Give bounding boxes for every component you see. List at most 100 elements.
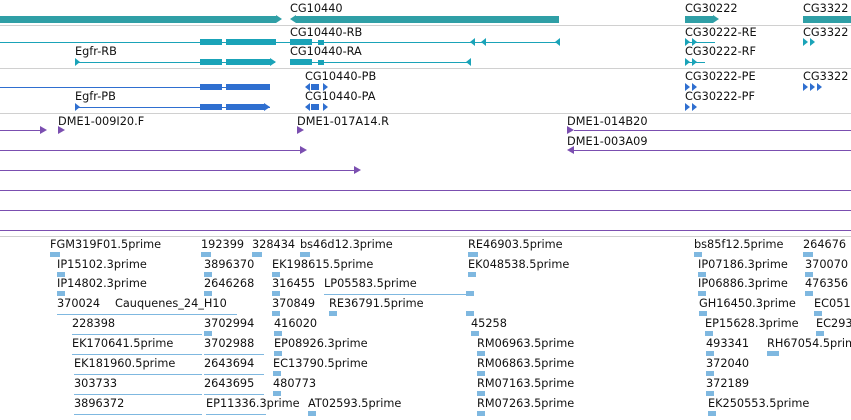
- transcript-label[interactable]: Egfr-PB: [75, 90, 116, 103]
- clone-line[interactable]: [0, 190, 851, 191]
- gene-label[interactable]: CG30222: [685, 2, 738, 15]
- exon[interactable]: [226, 59, 270, 65]
- est-label[interactable]: 3702994: [204, 317, 255, 330]
- clone-label[interactable]: DME1-003A09: [567, 135, 648, 148]
- gene-label[interactable]: CG3322: [803, 2, 849, 15]
- gene-bar[interactable]: [685, 16, 713, 23]
- est-line[interactable]: [57, 314, 237, 315]
- transcript-label[interactable]: CG10440-RB: [290, 26, 363, 39]
- transcript-label[interactable]: CG30222-RE: [685, 26, 757, 39]
- clone-line[interactable]: [0, 130, 40, 131]
- exon[interactable]: [311, 84, 319, 90]
- est-label[interactable]: 3896370: [204, 258, 255, 271]
- est-label[interactable]: 2643694: [204, 357, 255, 370]
- est-feature[interactable]: [706, 351, 714, 356]
- est-label[interactable]: EK170641.5prime: [72, 337, 174, 350]
- est-label[interactable]: EK048538.5prime: [468, 258, 570, 271]
- est-line[interactable]: [72, 334, 202, 335]
- est-feature[interactable]: [705, 331, 713, 336]
- est-label[interactable]: EC13790.5prime: [273, 357, 368, 370]
- est-feature[interactable]: [204, 291, 212, 296]
- est-feature[interactable]: [300, 252, 310, 257]
- transcript-label[interactable]: Egfr-RB: [75, 45, 117, 58]
- transcript-label[interactable]: CG30222-PE: [685, 70, 756, 83]
- est-label[interactable]: EK250553.5prime: [708, 397, 810, 410]
- est-feature[interactable]: [699, 311, 707, 316]
- est-label[interactable]: 2646268: [204, 277, 255, 290]
- est-label[interactable]: AT02593.5prime: [308, 397, 402, 410]
- transcript-label[interactable]: CG30222-RF: [685, 45, 757, 58]
- est-line[interactable]: [204, 354, 264, 355]
- est-feature[interactable]: [477, 391, 485, 396]
- est-label[interactable]: 370070: [805, 258, 849, 271]
- gene-bar[interactable]: [0, 16, 276, 23]
- est-label[interactable]: 228398: [72, 317, 116, 330]
- est-line[interactable]: [204, 394, 264, 395]
- est-feature[interactable]: [204, 331, 212, 336]
- est-feature[interactable]: [805, 272, 813, 277]
- est-feature[interactable]: [273, 391, 281, 396]
- est-label[interactable]: LP05583.5prime: [324, 277, 417, 290]
- est-label[interactable]: bs85f12.5prime: [694, 238, 784, 251]
- gene-bar[interactable]: [296, 16, 559, 23]
- est-label[interactable]: 370024: [57, 297, 101, 310]
- est-label[interactable]: 416020: [274, 317, 318, 330]
- est-label[interactable]: 328434: [252, 238, 296, 251]
- clone-label[interactable]: DME1-017A14.R: [297, 115, 389, 128]
- est-label[interactable]: 3702988: [204, 337, 255, 350]
- exon[interactable]: [290, 39, 312, 45]
- est-label[interactable]: 45258: [471, 317, 507, 330]
- clone-line[interactable]: [574, 150, 851, 151]
- est-feature[interactable]: [272, 291, 280, 296]
- exon[interactable]: [318, 60, 324, 65]
- exon[interactable]: [226, 84, 270, 90]
- est-line[interactable]: [72, 354, 202, 355]
- est-feature[interactable]: [466, 311, 474, 316]
- est-label[interactable]: bs46d12.3prime: [300, 238, 393, 251]
- est-label[interactable]: 316455: [272, 277, 316, 290]
- est-feature[interactable]: [468, 252, 478, 257]
- est-feature[interactable]: [204, 272, 212, 277]
- est-label[interactable]: RH67054.5prime: [767, 337, 851, 350]
- est-feature[interactable]: [803, 252, 813, 257]
- exon[interactable]: [200, 39, 222, 45]
- est-feature[interactable]: [706, 391, 714, 396]
- clone-label[interactable]: DME1-014B20: [567, 115, 648, 128]
- clone-line[interactable]: [0, 150, 300, 151]
- gene-label[interactable]: CG10440: [290, 2, 343, 15]
- transcript-label[interactable]: CG10440-PB: [305, 70, 377, 83]
- est-feature[interactable]: [273, 371, 281, 376]
- est-label[interactable]: GH16450.3prime: [699, 297, 796, 310]
- est-label[interactable]: 372040: [706, 357, 750, 370]
- est-feature[interactable]: [471, 331, 479, 336]
- est-feature[interactable]: [477, 411, 485, 416]
- est-label[interactable]: 264676: [803, 238, 847, 251]
- exon[interactable]: [290, 59, 312, 65]
- est-feature[interactable]: [805, 291, 813, 296]
- transcript-label[interactable]: CG30222-PF: [685, 90, 755, 103]
- est-label[interactable]: RM06863.5prime: [477, 357, 575, 370]
- est-label[interactable]: EP11336.3prime: [206, 397, 300, 410]
- est-label[interactable]: IP07186.3prime: [698, 258, 788, 271]
- est-label[interactable]: RM07163.5prime: [477, 377, 575, 390]
- est-feature[interactable]: [466, 291, 474, 296]
- est-feature[interactable]: [477, 351, 485, 356]
- est-feature[interactable]: [694, 252, 702, 257]
- est-label[interactable]: 480773: [273, 377, 317, 390]
- est-line[interactable]: [204, 374, 264, 375]
- est-label[interactable]: RE36791.5prime: [329, 297, 424, 310]
- est-feature[interactable]: [477, 371, 485, 376]
- est-label[interactable]: EK198615.5prime: [272, 258, 374, 271]
- est-line[interactable]: [74, 394, 202, 395]
- est-line[interactable]: [74, 414, 202, 415]
- exon[interactable]: [200, 104, 222, 110]
- est-feature[interactable]: [272, 311, 280, 316]
- exon[interactable]: [226, 104, 264, 110]
- est-line[interactable]: [74, 374, 202, 375]
- est-feature[interactable]: [698, 291, 706, 296]
- est-feature[interactable]: [698, 272, 706, 277]
- est-feature[interactable]: [816, 331, 824, 336]
- est-label[interactable]: EK181960.5prime: [74, 357, 176, 370]
- est-feature[interactable]: [274, 351, 282, 356]
- est-label[interactable]: EP08926.3prime: [274, 337, 368, 350]
